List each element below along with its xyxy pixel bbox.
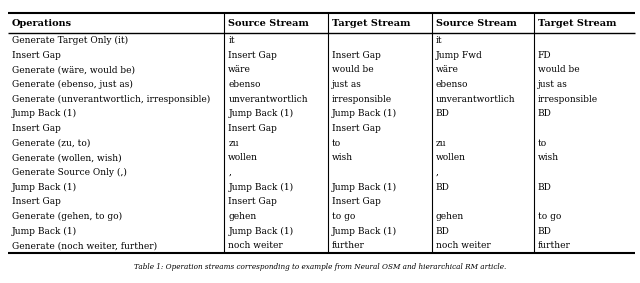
Text: ,: ,: [228, 168, 231, 177]
Text: FD: FD: [538, 50, 552, 59]
Text: wish: wish: [332, 153, 353, 162]
Text: irresponsible: irresponsible: [538, 95, 598, 104]
Text: noch weiter: noch weiter: [228, 241, 283, 250]
Text: Insert Gap: Insert Gap: [12, 124, 61, 133]
Text: would be: would be: [538, 65, 579, 74]
Text: Generate (wäre, would be): Generate (wäre, would be): [12, 65, 135, 74]
Text: irresponsible: irresponsible: [332, 95, 392, 104]
Text: Target Stream: Target Stream: [332, 18, 411, 27]
Text: Insert Gap: Insert Gap: [332, 197, 381, 206]
Text: just as: just as: [538, 80, 568, 89]
Text: BD: BD: [538, 109, 552, 118]
Text: wollen: wollen: [228, 153, 259, 162]
Text: BD: BD: [436, 226, 450, 235]
Text: Jump Back (1): Jump Back (1): [332, 109, 397, 118]
Text: Operations: Operations: [12, 18, 72, 27]
Text: to: to: [332, 138, 341, 147]
Text: noch weiter: noch weiter: [436, 241, 491, 250]
Text: just as: just as: [332, 80, 362, 89]
Text: Generate Target Only (it): Generate Target Only (it): [12, 36, 128, 45]
Text: Jump Back (1): Jump Back (1): [228, 183, 293, 192]
Text: Generate (unverantwortlich, irresponsible): Generate (unverantwortlich, irresponsibl…: [12, 95, 211, 104]
Text: would be: would be: [332, 65, 374, 74]
Text: ebenso: ebenso: [228, 80, 261, 89]
Text: Insert Gap: Insert Gap: [228, 197, 277, 206]
Text: Jump Back (1): Jump Back (1): [12, 183, 77, 192]
Text: zu: zu: [436, 138, 447, 147]
Text: Generate Source Only (,): Generate Source Only (,): [12, 168, 127, 177]
Text: Jump Back (1): Jump Back (1): [12, 109, 77, 118]
Text: Insert Gap: Insert Gap: [228, 50, 277, 59]
Text: wish: wish: [538, 153, 559, 162]
Text: Source Stream: Source Stream: [436, 18, 516, 27]
Text: Insert Gap: Insert Gap: [12, 197, 61, 206]
Text: unverantwortlich: unverantwortlich: [436, 95, 515, 104]
Text: Insert Gap: Insert Gap: [228, 124, 277, 133]
Text: ,: ,: [436, 168, 439, 177]
Text: BD: BD: [436, 183, 450, 192]
Text: gehen: gehen: [436, 212, 464, 221]
Text: Insert Gap: Insert Gap: [332, 50, 381, 59]
Text: BD: BD: [538, 183, 552, 192]
Text: Source Stream: Source Stream: [228, 18, 309, 27]
Text: further: further: [538, 241, 571, 250]
Text: Generate (ebenso, just as): Generate (ebenso, just as): [12, 80, 133, 89]
Text: Generate (wollen, wish): Generate (wollen, wish): [12, 153, 122, 162]
Text: wäre: wäre: [228, 65, 251, 74]
Text: Jump Back (1): Jump Back (1): [12, 226, 77, 235]
Text: Table 1: Operation streams corresponding to example from Neural OSM and hierarch: Table 1: Operation streams corresponding…: [134, 263, 506, 271]
Text: it: it: [228, 36, 235, 45]
Text: Jump Back (1): Jump Back (1): [332, 183, 397, 192]
Text: further: further: [332, 241, 365, 250]
Text: it: it: [436, 36, 442, 45]
Text: BD: BD: [436, 109, 450, 118]
Text: wäre: wäre: [436, 65, 459, 74]
Text: Generate (zu, to): Generate (zu, to): [12, 138, 90, 147]
Text: Jump Back (1): Jump Back (1): [332, 226, 397, 235]
Text: ebenso: ebenso: [436, 80, 468, 89]
Text: Insert Gap: Insert Gap: [12, 50, 61, 59]
Text: Jump Back (1): Jump Back (1): [228, 109, 293, 118]
Text: gehen: gehen: [228, 212, 257, 221]
Text: zu: zu: [228, 138, 239, 147]
Text: to go: to go: [538, 212, 561, 221]
Text: unverantwortlich: unverantwortlich: [228, 95, 308, 104]
Text: Jump Back (1): Jump Back (1): [228, 226, 293, 235]
Text: Target Stream: Target Stream: [538, 18, 616, 27]
Text: to go: to go: [332, 212, 355, 221]
Text: BD: BD: [538, 226, 552, 235]
Text: Jump Fwd: Jump Fwd: [436, 50, 483, 59]
Text: to: to: [538, 138, 547, 147]
Text: wollen: wollen: [436, 153, 466, 162]
Text: Insert Gap: Insert Gap: [332, 124, 381, 133]
Text: Generate (gehen, to go): Generate (gehen, to go): [12, 212, 122, 221]
Text: Generate (noch weiter, further): Generate (noch weiter, further): [12, 241, 157, 250]
